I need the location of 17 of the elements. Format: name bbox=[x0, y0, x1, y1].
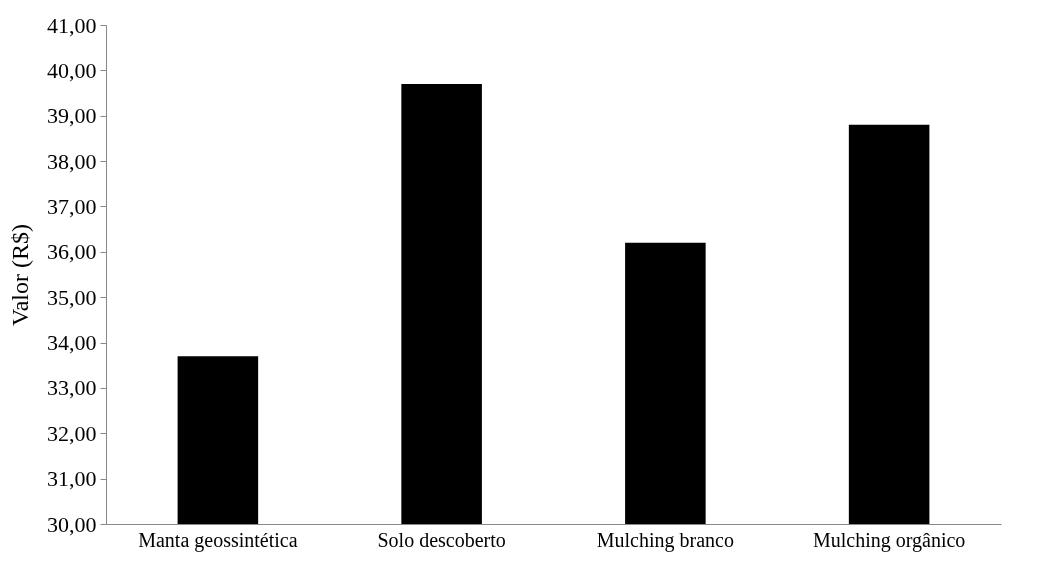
y-tick-label: 33,00 bbox=[47, 375, 97, 401]
y-tick-label: 35,00 bbox=[47, 284, 97, 310]
y-tick-label: 41,00 bbox=[47, 12, 97, 38]
x-tick-label: Manta geossintética bbox=[138, 528, 298, 552]
x-tick-label: Mulching orgânico bbox=[812, 528, 966, 552]
x-tick-label: Solo descoberto bbox=[377, 528, 506, 551]
y-tick-label: 31,00 bbox=[47, 466, 97, 492]
x-tick-label: Mulching branco bbox=[596, 528, 734, 552]
y-tick-label: 38,00 bbox=[47, 148, 97, 174]
y-tick-label: 32,00 bbox=[47, 420, 97, 446]
y-tick-label: 30,00 bbox=[47, 511, 97, 537]
y-tick-label: 34,00 bbox=[47, 330, 97, 356]
y-tick-label: 37,00 bbox=[47, 193, 97, 219]
y-tick-label: 40,00 bbox=[47, 57, 97, 83]
y-tick-label: 36,00 bbox=[47, 239, 97, 265]
y-tick-label: 39,00 bbox=[47, 103, 97, 129]
y-axis-title: Valor (R$) bbox=[7, 224, 33, 326]
